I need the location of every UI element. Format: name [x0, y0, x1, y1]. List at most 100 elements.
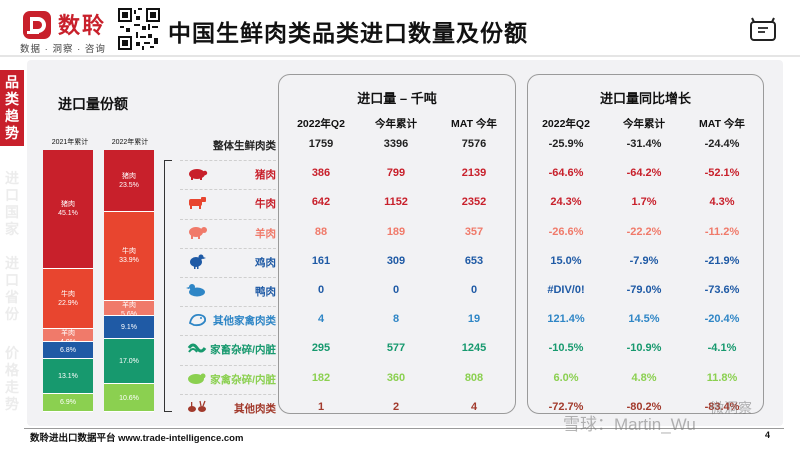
sidenav-item-price-trend[interactable]: 价格走势 — [0, 345, 24, 413]
rabbit-deer-icon — [188, 400, 206, 412]
sidenav-label: 进口国家 — [5, 170, 19, 237]
bar-segment-pork: 猪肉 45.1% — [43, 150, 93, 269]
sidenav-item-import-province[interactable]: 进口省份 — [0, 255, 24, 323]
growth-col-header: MAT 今年 — [699, 118, 745, 130]
volume-cell: 0 — [470, 284, 478, 296]
segment-label: 牛肉 — [122, 248, 136, 256]
segment-label: 猪肉 — [61, 201, 75, 209]
row-separator — [180, 189, 276, 191]
bar-title-2022: 2022年累计 — [111, 139, 149, 146]
offal-livestock-icon — [187, 343, 207, 353]
volume-cell: 357 — [464, 225, 484, 238]
share-title: 进口量份额 — [58, 96, 128, 112]
volume-cell: 2352 — [461, 196, 487, 209]
growth-cell: 6.0% — [553, 371, 579, 384]
bar-segment-pork: 猪肉 23.5% — [104, 150, 154, 212]
watermark-left: 雪球：Martin_Wu — [563, 415, 696, 434]
footer-text[interactable]: 数聆进出口数据平台 www.trade-intelligence.com — [30, 433, 244, 444]
volume-cell: 799 — [386, 167, 406, 180]
growth-cell: -73.6% — [704, 284, 740, 296]
segment-value: 13.1% — [58, 373, 78, 381]
header-divider — [0, 55, 800, 57]
row-label: 其他肉类 — [234, 402, 276, 415]
qr-code-icon[interactable] — [118, 8, 160, 50]
volume-cell: 7576 — [461, 138, 487, 150]
growth-cell: -11.2% — [704, 225, 740, 238]
bar-segment-offal_livestock: 13.1% — [43, 359, 93, 394]
growth-cell: -10.5% — [548, 342, 584, 355]
volume-cell: 189 — [386, 225, 406, 238]
volume-cell: 88 — [314, 225, 328, 238]
bird-icon — [188, 314, 207, 327]
sidenav-label: 品类趋势 — [5, 74, 19, 141]
row-separator — [180, 306, 276, 308]
row-separator — [180, 393, 276, 395]
growth-cell: -64.6% — [548, 167, 584, 180]
volume-cell: 653 — [464, 254, 484, 267]
growth-cell: -83.4% — [704, 400, 740, 413]
row-separator — [180, 277, 276, 278]
volume-cell: 808 — [464, 371, 484, 384]
sidenav-item-category-trend[interactable]: 品类趋势 — [0, 70, 24, 146]
volume-cell: 360 — [386, 371, 406, 384]
offal-poultry-icon — [188, 373, 206, 384]
sidenav-label: 价格走势 — [5, 345, 19, 412]
growth-cell: -7.9% — [629, 254, 659, 267]
bar-segment-beef: 牛肉 33.9% — [104, 211, 154, 301]
bar-segment-beef: 牛肉 22.9% — [43, 268, 93, 329]
growth-cell: -26.6% — [548, 225, 584, 238]
volume-col-header: 今年累计 — [375, 118, 417, 130]
footer-divider — [24, 428, 784, 429]
row-separator — [180, 218, 276, 220]
bar-segment-chicken: 9.1% — [104, 315, 154, 340]
segment-value: 45.1% — [58, 210, 78, 218]
growth-col-header: 2022年Q2 — [542, 118, 590, 130]
watermark-right: 微洞察 — [710, 400, 752, 416]
growth-cell: 15.0% — [550, 254, 582, 267]
row-separator — [180, 364, 276, 366]
volume-table-box — [278, 74, 516, 414]
side-nav: 品类趋势 进口国家 进口省份 价格走势 — [0, 70, 24, 430]
bar-title-2021: 2021年累计 — [51, 139, 89, 146]
row-label: 家禽杂碎/内脏 — [210, 373, 276, 386]
volume-cell: 182 — [311, 371, 331, 384]
row-label: 羊肉 — [255, 227, 276, 240]
growth-cell: -4.1% — [707, 342, 737, 355]
page-number: 4 — [765, 430, 771, 440]
row-label: 家畜杂碎/内脏 — [210, 344, 276, 357]
volume-cell: 309 — [386, 254, 406, 267]
growth-cell: 121.4% — [547, 313, 585, 326]
volume-cell: 1152 — [384, 196, 408, 209]
pig-icon — [189, 169, 208, 181]
cart-icon — [750, 17, 776, 41]
bar-segment-mutton: 羊肉4.9% — [43, 328, 93, 346]
volume-cell: 386 — [311, 167, 331, 180]
segment-label: 羊肉 — [61, 329, 75, 337]
brand-tagline: 数据 · 洞察 · 咨询 — [20, 44, 106, 55]
growth-cell: -64.2% — [626, 167, 662, 180]
segment-value: 9.1% — [121, 324, 137, 331]
segment-value: 23.5% — [119, 181, 139, 189]
growth-cell: -25.9% — [548, 138, 584, 150]
volume-cell: 0 — [317, 284, 325, 296]
growth-cell: -79.0% — [626, 284, 662, 296]
volume-col-header: 2022年Q2 — [297, 118, 345, 130]
volume-cell: 0 — [392, 284, 400, 296]
volume-cell: 161 — [311, 254, 331, 267]
segment-label: 猪肉 — [122, 172, 136, 180]
growth-cell: 1.7% — [631, 196, 657, 209]
brand-name: 数聆 — [58, 13, 107, 38]
volume-cell: 3396 — [383, 138, 409, 150]
volume-cell: 4 — [317, 313, 325, 326]
volume-cell: 295 — [311, 342, 331, 355]
category-bracket — [164, 160, 172, 412]
growth-title: 进口量同比增长 — [599, 91, 691, 106]
stacked-bar-2022: 猪肉 23.5% 牛肉 33.9% 羊肉 5.6% 9.1% 17.0% 10.6% — [104, 150, 154, 412]
volume-col-header: MAT 今年 — [451, 118, 497, 130]
growth-cell: -21.9% — [704, 254, 740, 267]
row-separator — [180, 247, 276, 249]
volume-cell: 2139 — [461, 167, 487, 180]
page-title: 中国生鲜肉类品类进口数量及份额 — [168, 20, 528, 46]
sidenav-item-import-country[interactable]: 进口国家 — [0, 170, 24, 238]
